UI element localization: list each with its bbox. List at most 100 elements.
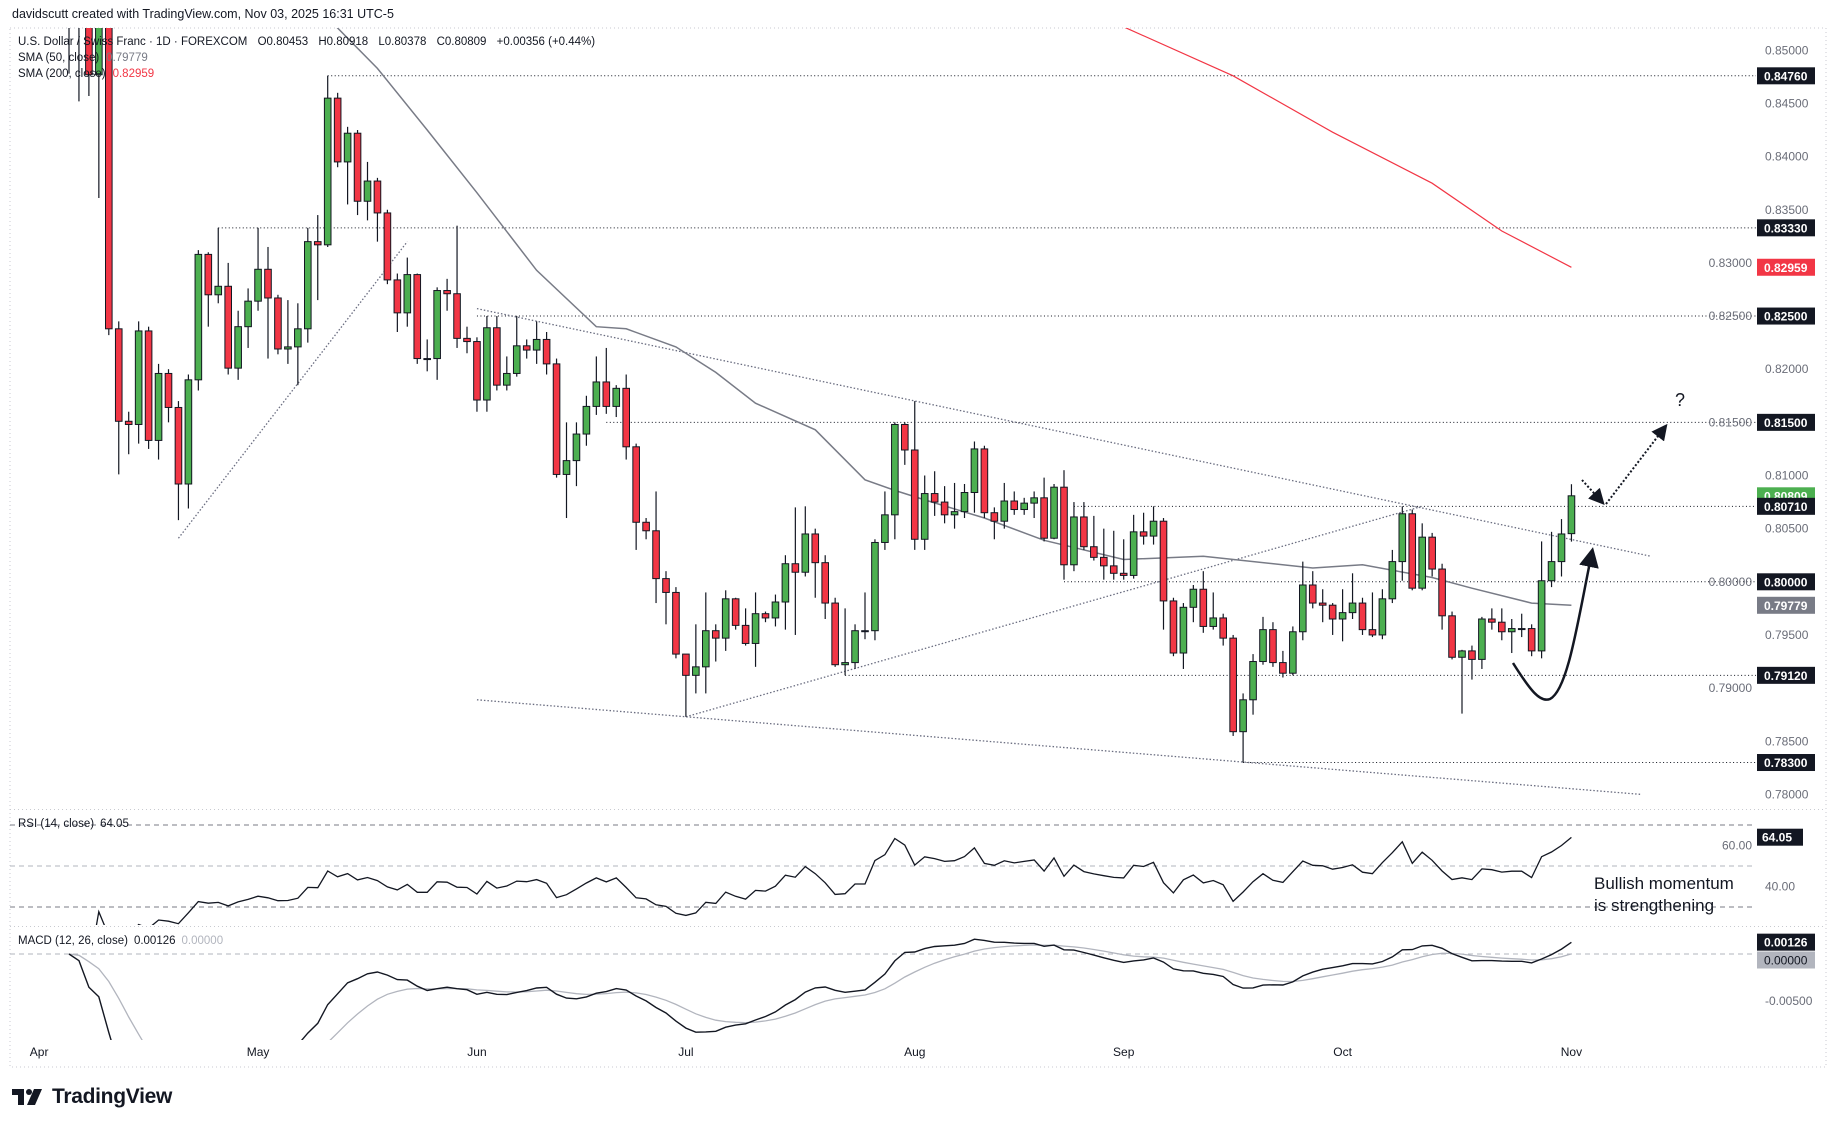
candle[interactable]: [1100, 528, 1108, 580]
candle[interactable]: [1358, 597, 1367, 635]
candle[interactable]: [453, 225, 461, 348]
trendline[interactable]: [177, 241, 408, 539]
candle[interactable]: [1517, 613, 1526, 638]
candle[interactable]: [1209, 592, 1218, 630]
candle[interactable]: [1219, 613, 1228, 646]
candle[interactable]: [821, 555, 830, 620]
candle[interactable]: [692, 624, 700, 694]
sma50-legend-row[interactable]: SMA (50, close) 0.79779: [18, 50, 602, 66]
candle[interactable]: [1428, 532, 1436, 577]
candle[interactable]: [373, 177, 382, 242]
candle[interactable]: [672, 587, 680, 659]
candle[interactable]: [632, 443, 640, 550]
candle[interactable]: [85, 0, 93, 97]
candle[interactable]: [562, 422, 571, 519]
candle[interactable]: [294, 303, 302, 386]
candle[interactable]: [771, 594, 780, 627]
candle[interactable]: [602, 347, 611, 414]
candle[interactable]: [841, 608, 849, 676]
macd-signal-line[interactable]: [68, 944, 1572, 1103]
candle[interactable]: [333, 92, 342, 168]
candle[interactable]: [1050, 484, 1058, 540]
candle[interactable]: [801, 506, 810, 577]
price-pane[interactable]: [66, 0, 1756, 796]
candle[interactable]: [1547, 531, 1556, 588]
candle[interactable]: [1488, 608, 1496, 630]
candle[interactable]: [1448, 611, 1456, 660]
candle[interactable]: [910, 401, 919, 550]
candle[interactable]: [1378, 589, 1387, 640]
candle[interactable]: [313, 215, 322, 301]
candle[interactable]: [1199, 571, 1208, 633]
sma200-legend-row[interactable]: SMA (200, close) 0.82959: [18, 66, 602, 82]
candle[interactable]: [741, 608, 750, 646]
rsi-line[interactable]: [79, 836, 1572, 968]
candle[interactable]: [433, 287, 441, 380]
candle[interactable]: [164, 369, 173, 423]
candle[interactable]: [1000, 482, 1009, 529]
candle[interactable]: [1040, 477, 1048, 542]
candle[interactable]: [1249, 654, 1257, 715]
candle[interactable]: [423, 339, 431, 372]
candle[interactable]: [503, 356, 511, 391]
candle[interactable]: [1478, 616, 1486, 669]
candle[interactable]: [1229, 634, 1237, 736]
candle[interactable]: [154, 363, 163, 460]
candle[interactable]: [512, 316, 521, 377]
candle[interactable]: [721, 590, 730, 651]
candle[interactable]: [483, 316, 491, 412]
candle[interactable]: [711, 624, 720, 662]
candle[interactable]: [1169, 597, 1178, 657]
candle[interactable]: [1010, 491, 1019, 515]
candle[interactable]: [1318, 589, 1327, 623]
candle[interactable]: [612, 385, 621, 418]
candle[interactable]: [144, 326, 153, 449]
candle[interactable]: [463, 326, 471, 354]
candle[interactable]: [1498, 608, 1506, 641]
sma200-line[interactable]: [1104, 8, 1572, 268]
candle[interactable]: [264, 246, 272, 359]
candle[interactable]: [791, 507, 800, 635]
candle[interactable]: [1348, 573, 1357, 620]
trendline[interactable]: [685, 505, 1423, 718]
candle[interactable]: [950, 482, 959, 529]
candle[interactable]: [1129, 514, 1138, 579]
candle[interactable]: [582, 395, 591, 446]
candle[interactable]: [383, 209, 392, 285]
candle[interactable]: [323, 75, 332, 247]
candle[interactable]: [1408, 509, 1417, 591]
candle[interactable]: [522, 339, 531, 359]
candle[interactable]: [1368, 592, 1377, 638]
candle[interactable]: [1418, 523, 1427, 591]
candle[interactable]: [1328, 603, 1337, 635]
candle[interactable]: [95, 0, 103, 199]
candle[interactable]: [1567, 484, 1576, 542]
macd-legend[interactable]: MACD (12, 26, close) 0.00126 0.00000: [18, 935, 229, 947]
candle[interactable]: [224, 262, 232, 375]
candle[interactable]: [363, 161, 372, 221]
candle[interactable]: [1279, 650, 1287, 678]
candle[interactable]: [1438, 563, 1446, 630]
candle[interactable]: [532, 321, 541, 364]
candle[interactable]: [1259, 616, 1267, 665]
candle[interactable]: [1020, 497, 1029, 515]
candle[interactable]: [1139, 512, 1148, 545]
candle[interactable]: [244, 288, 252, 348]
candle[interactable]: [731, 597, 740, 630]
price-axis[interactable]: 0.85000 0.84500 0.84000 0.83500 0.83000 0.825…: [1709, 43, 1815, 1008]
candle[interactable]: [811, 528, 820, 598]
candle[interactable]: [284, 300, 292, 364]
candle[interactable]: [1090, 515, 1098, 561]
candle[interactable]: [682, 653, 690, 717]
candle[interactable]: [1458, 649, 1466, 714]
candle[interactable]: [1338, 589, 1347, 642]
candle[interactable]: [1557, 519, 1566, 577]
candle[interactable]: [1527, 624, 1536, 657]
candle[interactable]: [552, 358, 561, 478]
candle[interactable]: [1398, 506, 1407, 581]
candle[interactable]: [761, 611, 770, 623]
candle[interactable]: [930, 471, 939, 516]
candle[interactable]: [1109, 530, 1118, 580]
candle[interactable]: [970, 441, 979, 513]
